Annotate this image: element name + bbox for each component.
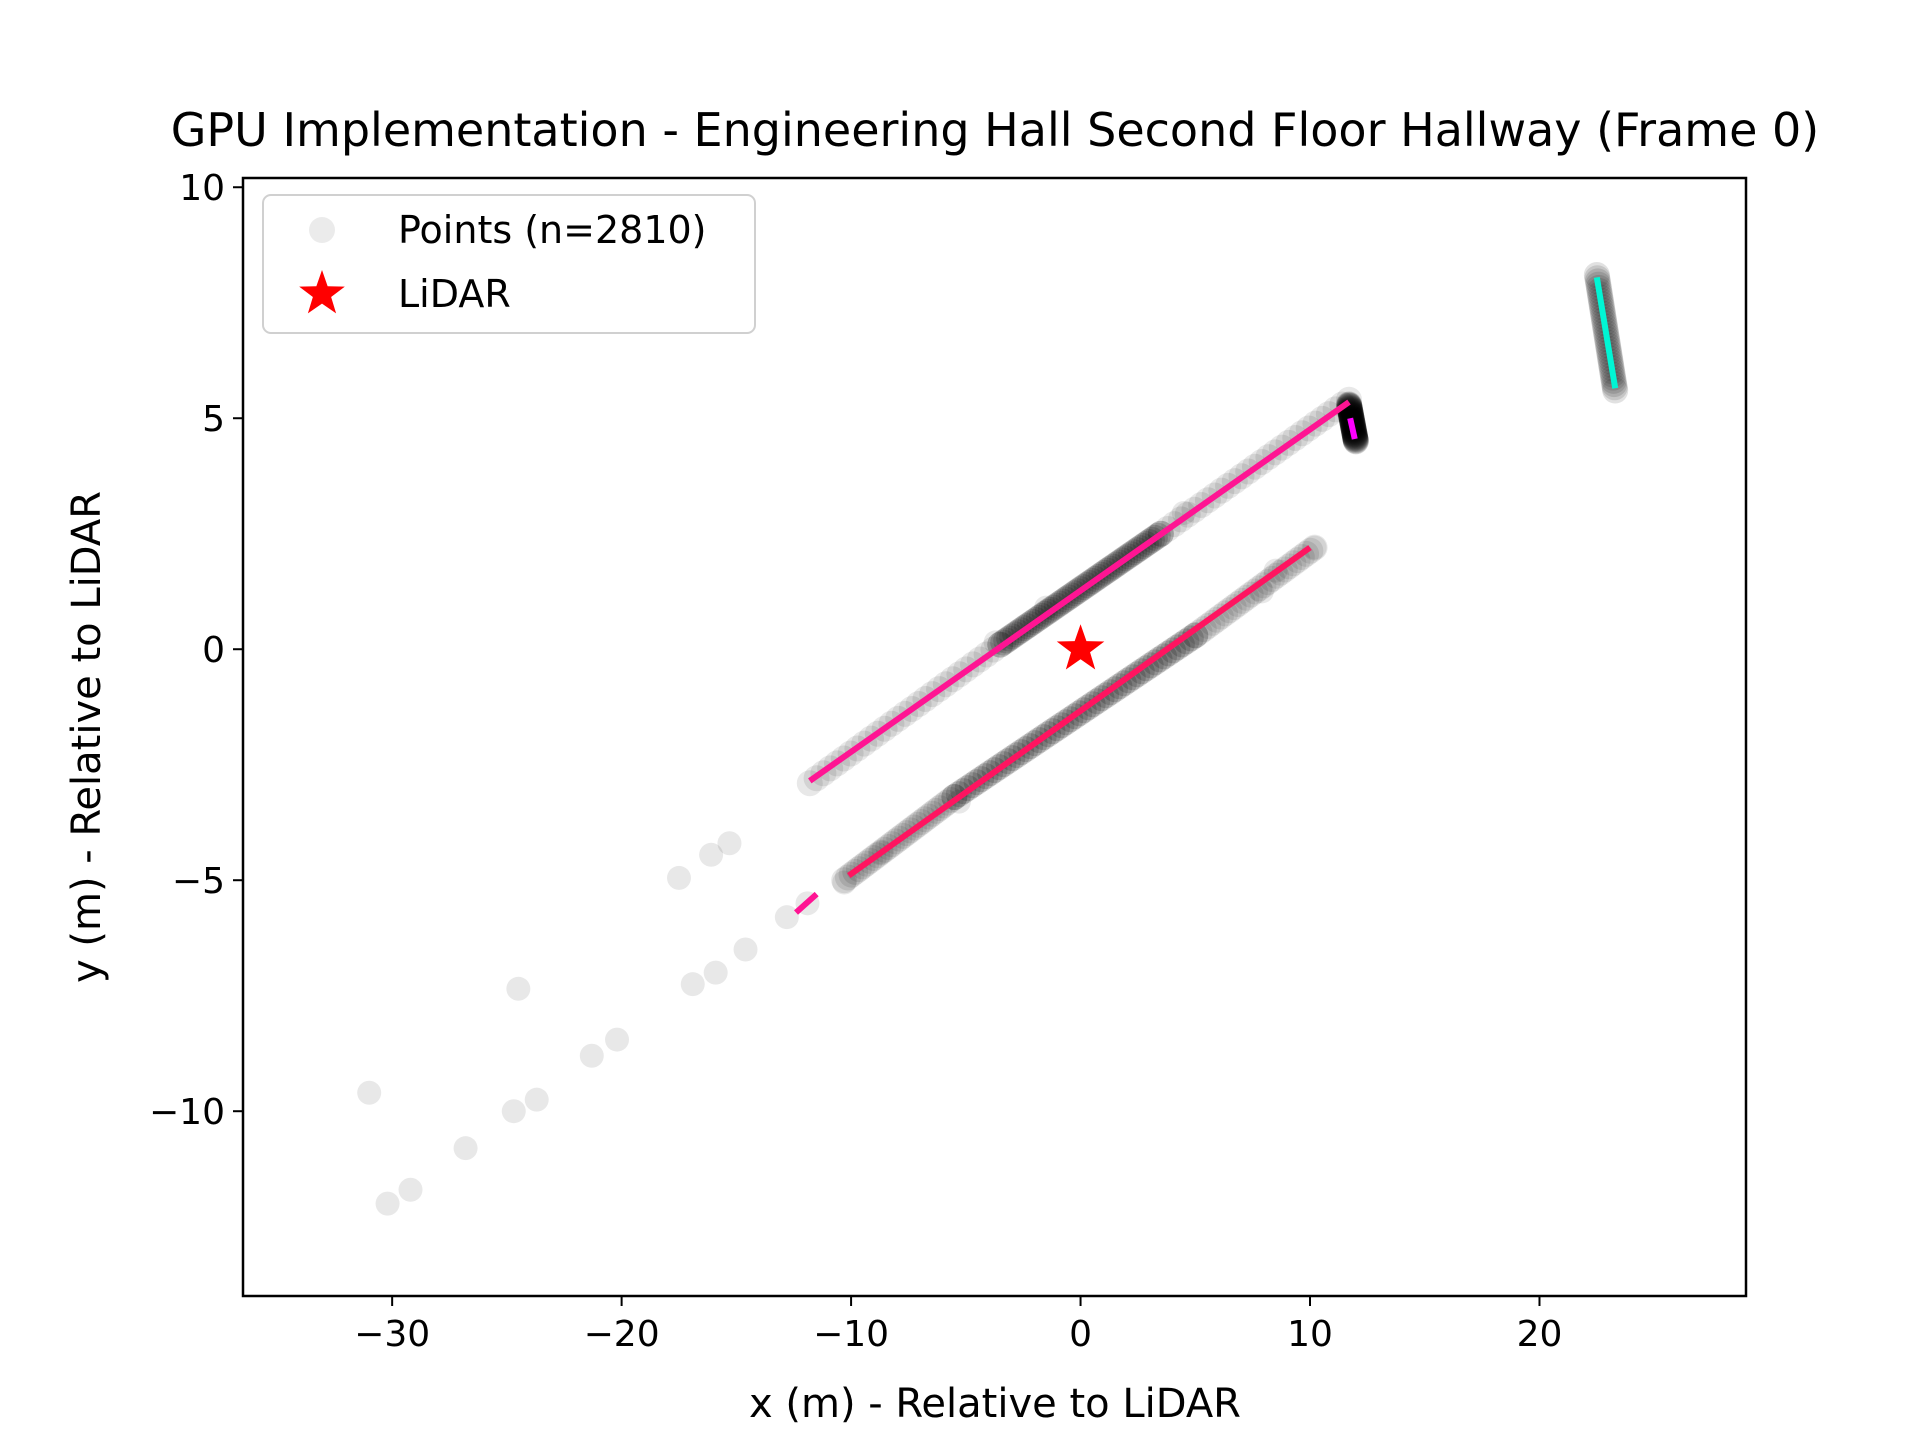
point-marker <box>1186 619 1213 646</box>
point-marker <box>680 972 705 997</box>
legend-point-swatch <box>309 217 335 243</box>
point-marker <box>1338 402 1365 429</box>
point-marker <box>1301 534 1328 561</box>
axis-ticks: −30 −20 −10 0 10 20 −10 −5 0 5 10 <box>149 168 1562 1355</box>
point-marker <box>375 1191 400 1216</box>
x-tick-label: −20 <box>584 1314 660 1355</box>
y-tick-label: 5 <box>202 399 225 440</box>
y-axis-label: y (m) - Relative to LiDAR <box>64 491 110 983</box>
point-marker <box>1338 403 1365 430</box>
point-marker <box>1177 625 1204 652</box>
point-marker <box>703 960 728 985</box>
point-marker <box>357 1080 382 1105</box>
fitted-line <box>1593 276 1619 389</box>
point-marker <box>1342 427 1369 454</box>
point-marker <box>1602 377 1629 404</box>
point-marker <box>1336 392 1363 419</box>
point-marker <box>1336 395 1363 422</box>
fitted-line <box>808 399 1351 784</box>
point-marker <box>1338 404 1365 431</box>
lidar-marker <box>1056 624 1105 670</box>
x-tick-label: 0 <box>1069 1314 1092 1355</box>
point-marker <box>1173 628 1200 655</box>
point-marker <box>733 937 758 962</box>
x-tick-label: −30 <box>354 1314 430 1355</box>
point-marker <box>666 865 691 890</box>
point-marker <box>506 976 531 1001</box>
point-marker <box>1190 616 1217 643</box>
point-marker <box>1203 606 1230 633</box>
point-marker <box>605 1027 630 1052</box>
point-marker <box>524 1087 549 1112</box>
point-marker <box>1182 622 1209 649</box>
x-tick-label: 20 <box>1517 1314 1563 1355</box>
point-marker <box>1583 262 1610 289</box>
point-marker <box>1342 428 1369 455</box>
point-marker <box>398 1177 423 1202</box>
point-marker <box>1342 426 1369 453</box>
point-marker <box>699 842 724 867</box>
point-marker <box>1336 394 1363 421</box>
x-axis-label: x (m) - Relative to LiDAR <box>749 1381 1241 1427</box>
y-tick-label: 10 <box>179 168 225 209</box>
y-tick-label: 0 <box>202 630 225 671</box>
legend-box <box>262 194 756 334</box>
plot-area <box>357 262 1629 1216</box>
x-tick-label: −10 <box>813 1314 889 1355</box>
point-marker <box>774 905 799 930</box>
legend-label: LiDAR <box>398 272 511 316</box>
point-marker <box>1195 612 1222 639</box>
chart-title: GPU Implementation - Engineering Hall Se… <box>171 103 1819 157</box>
point-marker <box>1199 609 1226 636</box>
legend-label: Points (n=2810) <box>398 208 707 252</box>
legend-lidar-swatch <box>299 270 345 314</box>
legend: Points (n=2810) LiDAR <box>262 194 756 334</box>
fitted-line <box>794 891 819 915</box>
point-marker <box>1182 622 1209 649</box>
point-marker <box>1336 393 1363 420</box>
point-marker <box>1302 535 1327 560</box>
point-marker <box>501 1099 526 1124</box>
y-tick-label: −10 <box>149 1092 225 1133</box>
x-tick-label: 10 <box>1287 1314 1333 1355</box>
y-tick-label: −5 <box>172 861 225 902</box>
fitted-line <box>847 545 1312 879</box>
fitted-line <box>1347 417 1358 440</box>
point-marker <box>1168 631 1195 658</box>
point-marker <box>579 1043 604 1068</box>
plot-frame <box>241 176 1748 1298</box>
point-marker <box>717 831 742 856</box>
point-marker <box>453 1136 478 1161</box>
point-marker <box>1342 426 1369 453</box>
